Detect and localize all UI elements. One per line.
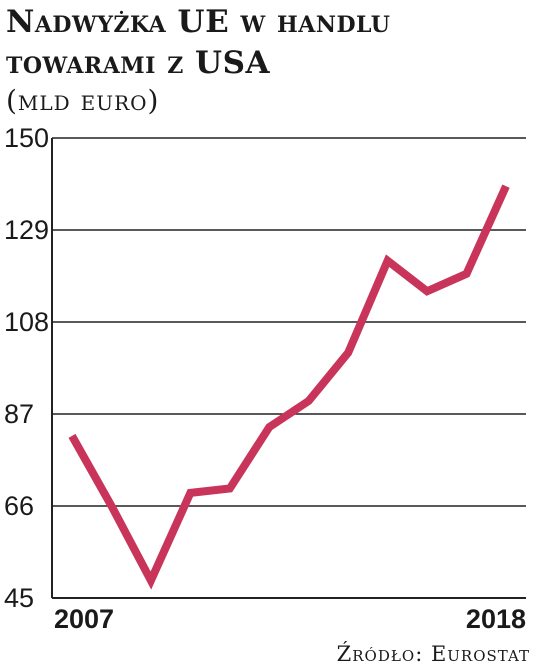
gridlines bbox=[52, 137, 526, 507]
y-tick-label-66: 66 bbox=[4, 491, 34, 521]
series-line-0 bbox=[68, 184, 510, 590]
x-axis-ticks: 2007 2018 bbox=[54, 604, 526, 634]
x-tick-label-first: 2007 bbox=[54, 604, 114, 634]
y-tick-label-45: 45 bbox=[4, 583, 34, 613]
y-tick-label-150: 150 bbox=[4, 123, 49, 153]
series-layer bbox=[68, 184, 510, 590]
chart-title: Nadwyżka UE w handlu towarami z USA bbox=[6, 4, 391, 81]
y-axis-ticks: 45 66 87 108 129 150 bbox=[4, 123, 49, 613]
y-tick-label-129: 129 bbox=[4, 215, 49, 245]
y-tick-label-108: 108 bbox=[4, 307, 49, 337]
axes bbox=[51, 138, 526, 599]
x-tick-label-last: 2018 bbox=[466, 604, 526, 634]
chart-subtitle: (mld euro) bbox=[6, 84, 160, 117]
source-note: Źródło: Eurostat bbox=[336, 642, 530, 666]
y-tick-label-87: 87 bbox=[4, 399, 34, 429]
